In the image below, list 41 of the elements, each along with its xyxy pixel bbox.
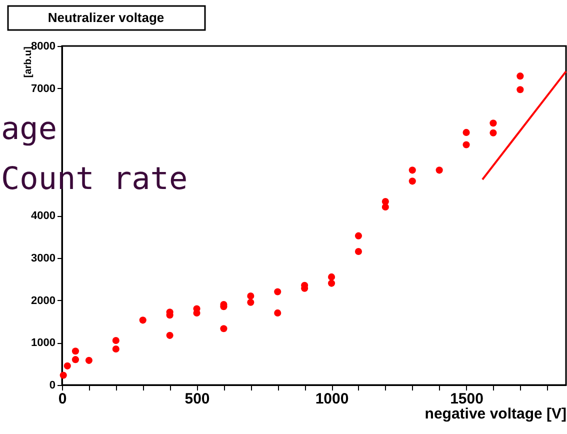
point [60,372,67,379]
point [112,336,120,344]
point [139,316,146,324]
point [408,178,416,185]
x-tick-label: 1500 [450,390,484,408]
text: age [1,111,57,147]
y-tick-label: 4000 [31,210,56,222]
x-tick-label: 1000 [315,390,349,408]
y-tick-label: 0 [49,380,56,392]
y-tick-label: 7000 [31,82,56,95]
point [274,288,282,296]
point [328,273,336,280]
point [408,166,416,174]
point [490,129,497,136]
y-tick-label: 3000 [31,252,56,264]
y-tick-label: 2000 [31,294,56,307]
point [462,141,470,148]
x-tick-label: 500 [184,390,210,408]
point [220,325,228,332]
point [64,362,71,370]
point [72,356,80,364]
point [354,248,362,256]
point [328,280,336,287]
point [516,72,524,80]
point [354,232,362,240]
x-axis-title: negative voltage [V] [424,406,567,422]
point [382,198,389,206]
point [516,86,524,94]
point [85,356,92,364]
x-tick-label: 0 [58,390,67,408]
point [462,128,470,136]
point [247,298,254,306]
point [436,166,443,174]
point [274,309,282,316]
point [72,348,80,355]
point [112,345,120,353]
point [247,292,254,300]
point [166,332,174,339]
y-tick-label: 1000 [31,337,56,350]
point [490,120,497,127]
chart-title: Neutralizer voltage [48,10,164,25]
